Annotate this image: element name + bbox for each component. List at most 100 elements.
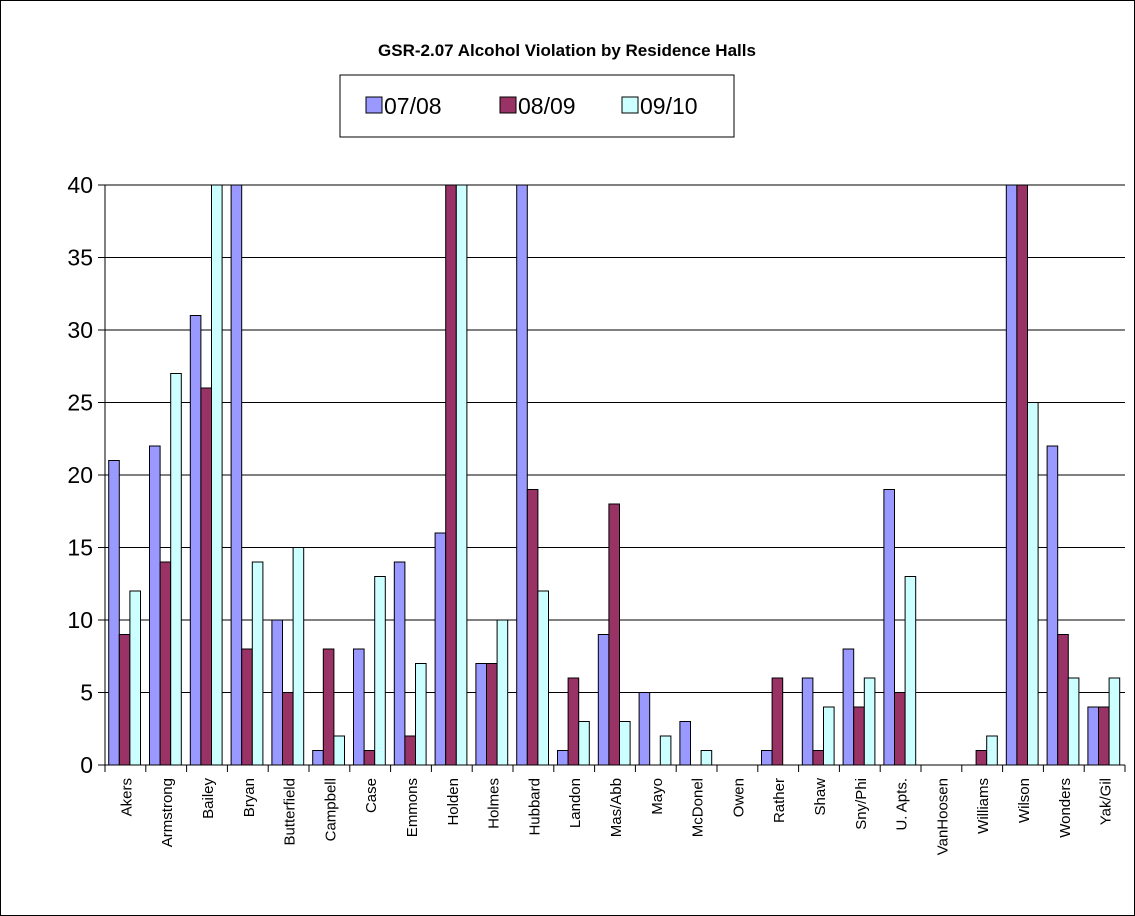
bar-case-07-08 xyxy=(353,648,365,766)
x-tick-label: Wilson xyxy=(1016,778,1033,823)
y-tick-label: 5 xyxy=(80,680,93,706)
bar-campbell-07-08 xyxy=(312,750,324,766)
bar-wilson-08-09 xyxy=(1016,184,1029,766)
bar-wonders-07-08 xyxy=(1046,445,1059,766)
bar-shaw-09-10 xyxy=(823,706,835,766)
bar-bailey-07-08 xyxy=(189,315,202,766)
bar-bryan-07-08 xyxy=(230,184,243,766)
bar-bryan-09-10 xyxy=(251,561,264,766)
bar-sny-phi-09-10 xyxy=(863,677,876,766)
y-tick-label: 15 xyxy=(67,535,93,561)
legend-box xyxy=(339,74,735,138)
legend-swatch-07-08 xyxy=(365,96,383,114)
x-tick-label: Williams xyxy=(975,778,992,834)
x-tick-label: Holden xyxy=(445,778,462,826)
y-tick-label: 40 xyxy=(67,172,93,198)
bar-landon-07-08 xyxy=(557,750,569,766)
x-tick-label: Mas/Abb xyxy=(608,778,625,837)
bar-landon-09-10 xyxy=(578,721,590,766)
bar-sny-phi-07-08 xyxy=(842,648,855,766)
bar-wonders-08-09 xyxy=(1057,634,1069,766)
bar-akers-09-10 xyxy=(129,590,141,766)
bar-butterfield-09-10 xyxy=(292,547,305,766)
bar-bryan-08-09 xyxy=(241,648,253,766)
bar-wilson-09-10 xyxy=(1027,402,1039,766)
bar-sny-phi-08-09 xyxy=(853,706,865,766)
bar-hubbard-09-10 xyxy=(537,590,550,766)
bar-yak-gil-09-10 xyxy=(1108,677,1121,766)
bar-yak-gil-07-08 xyxy=(1087,706,1100,766)
x-tick-label: Shaw xyxy=(812,778,829,816)
bar-williams-09-10 xyxy=(986,735,998,766)
bar-armstrong-08-09 xyxy=(159,561,172,766)
x-tick-label: Bryan xyxy=(241,778,258,817)
x-tick-label: Campbell xyxy=(322,778,339,841)
bar-mas-abb-08-09 xyxy=(608,503,621,766)
bar-armstrong-09-10 xyxy=(170,373,182,766)
x-axis: Akers Armstrong Bailey Bryan Butterfield Camp… xyxy=(104,764,1126,855)
x-tick-label: Armstrong xyxy=(159,778,176,847)
bar-shaw-08-09 xyxy=(812,750,825,766)
bar-armstrong-07-08 xyxy=(149,445,161,766)
bar-butterfield-08-09 xyxy=(282,692,294,766)
bar-holmes-09-10 xyxy=(496,619,509,766)
x-tick-label: Landon xyxy=(567,778,584,828)
bar-bailey-08-09 xyxy=(200,387,212,766)
legend-label-09-10: 09/10 xyxy=(640,93,698,119)
bar-yak-gil-08-09 xyxy=(1098,706,1110,766)
bar-mcdonel-07-08 xyxy=(679,721,692,766)
bar-u-apts-08-09 xyxy=(894,692,906,766)
bars xyxy=(108,184,1121,766)
bar-holden-08-09 xyxy=(445,184,457,766)
x-tick-label: Akers xyxy=(118,778,135,816)
bar-mayo-07-08 xyxy=(638,692,651,766)
bar-williams-08-09 xyxy=(975,750,988,766)
x-tick-label: Bailey xyxy=(200,778,217,819)
x-tick-label: McDonel xyxy=(690,778,707,837)
y-axis: 0 5 10 15 20 25 30 35 40 xyxy=(67,172,106,778)
bar-u-apts-07-08 xyxy=(883,489,896,766)
bar-case-08-09 xyxy=(363,750,376,766)
x-tick-label: Mayo xyxy=(649,778,666,815)
bar-akers-07-08 xyxy=(108,460,120,766)
x-tick-label: Owen xyxy=(730,778,747,817)
legend-swatch-09-10 xyxy=(621,96,639,114)
x-tick-label: Wonders xyxy=(1057,778,1074,838)
bar-campbell-09-10 xyxy=(333,735,345,766)
legend-label-08-09: 08/09 xyxy=(518,93,576,119)
x-tick-label: Hubbard xyxy=(526,778,543,836)
x-tick-label: Sny/Phi xyxy=(853,778,870,830)
y-tick-label: 0 xyxy=(80,752,93,778)
bar-shaw-07-08 xyxy=(801,677,814,766)
bar-rather-07-08 xyxy=(761,750,773,766)
bar-wilson-07-08 xyxy=(1005,184,1018,766)
bar-mas-abb-07-08 xyxy=(597,634,610,766)
bar-hubbard-08-09 xyxy=(526,489,539,766)
y-tick-label: 20 xyxy=(67,462,93,488)
x-tick-label: U. Apts. xyxy=(894,778,911,831)
bar-case-09-10 xyxy=(374,576,386,766)
y-tick-label: 35 xyxy=(67,245,93,271)
bar-mayo-09-10 xyxy=(659,735,672,766)
legend: 07/08 08/09 09/10 xyxy=(339,74,735,138)
y-tick-label: 10 xyxy=(67,607,93,633)
bar-emmons-07-08 xyxy=(393,561,406,766)
x-tick-label: Holmes xyxy=(486,778,503,829)
bar-emmons-08-09 xyxy=(404,735,416,766)
chart-title: GSR-2.07 Alcohol Violation by Residence … xyxy=(378,41,756,60)
bar-emmons-09-10 xyxy=(415,663,427,766)
x-tick-label: Emmons xyxy=(404,778,421,837)
x-tick-label: Yak/Gil xyxy=(1098,778,1115,825)
bar-holden-09-10 xyxy=(455,184,468,766)
bar-campbell-08-09 xyxy=(322,648,335,766)
bar-mcdonel-09-10 xyxy=(700,750,713,766)
bar-hubbard-07-08 xyxy=(516,184,528,766)
bar-mas-abb-09-10 xyxy=(619,721,631,766)
legend-label-07-08: 07/08 xyxy=(384,93,442,119)
x-tick-label: Butterfield xyxy=(282,778,299,846)
x-tick-label: VanHoosen xyxy=(934,778,951,855)
y-tick-label: 25 xyxy=(67,390,93,416)
x-tick-label: Rather xyxy=(771,778,788,823)
bar-landon-08-09 xyxy=(567,677,580,766)
